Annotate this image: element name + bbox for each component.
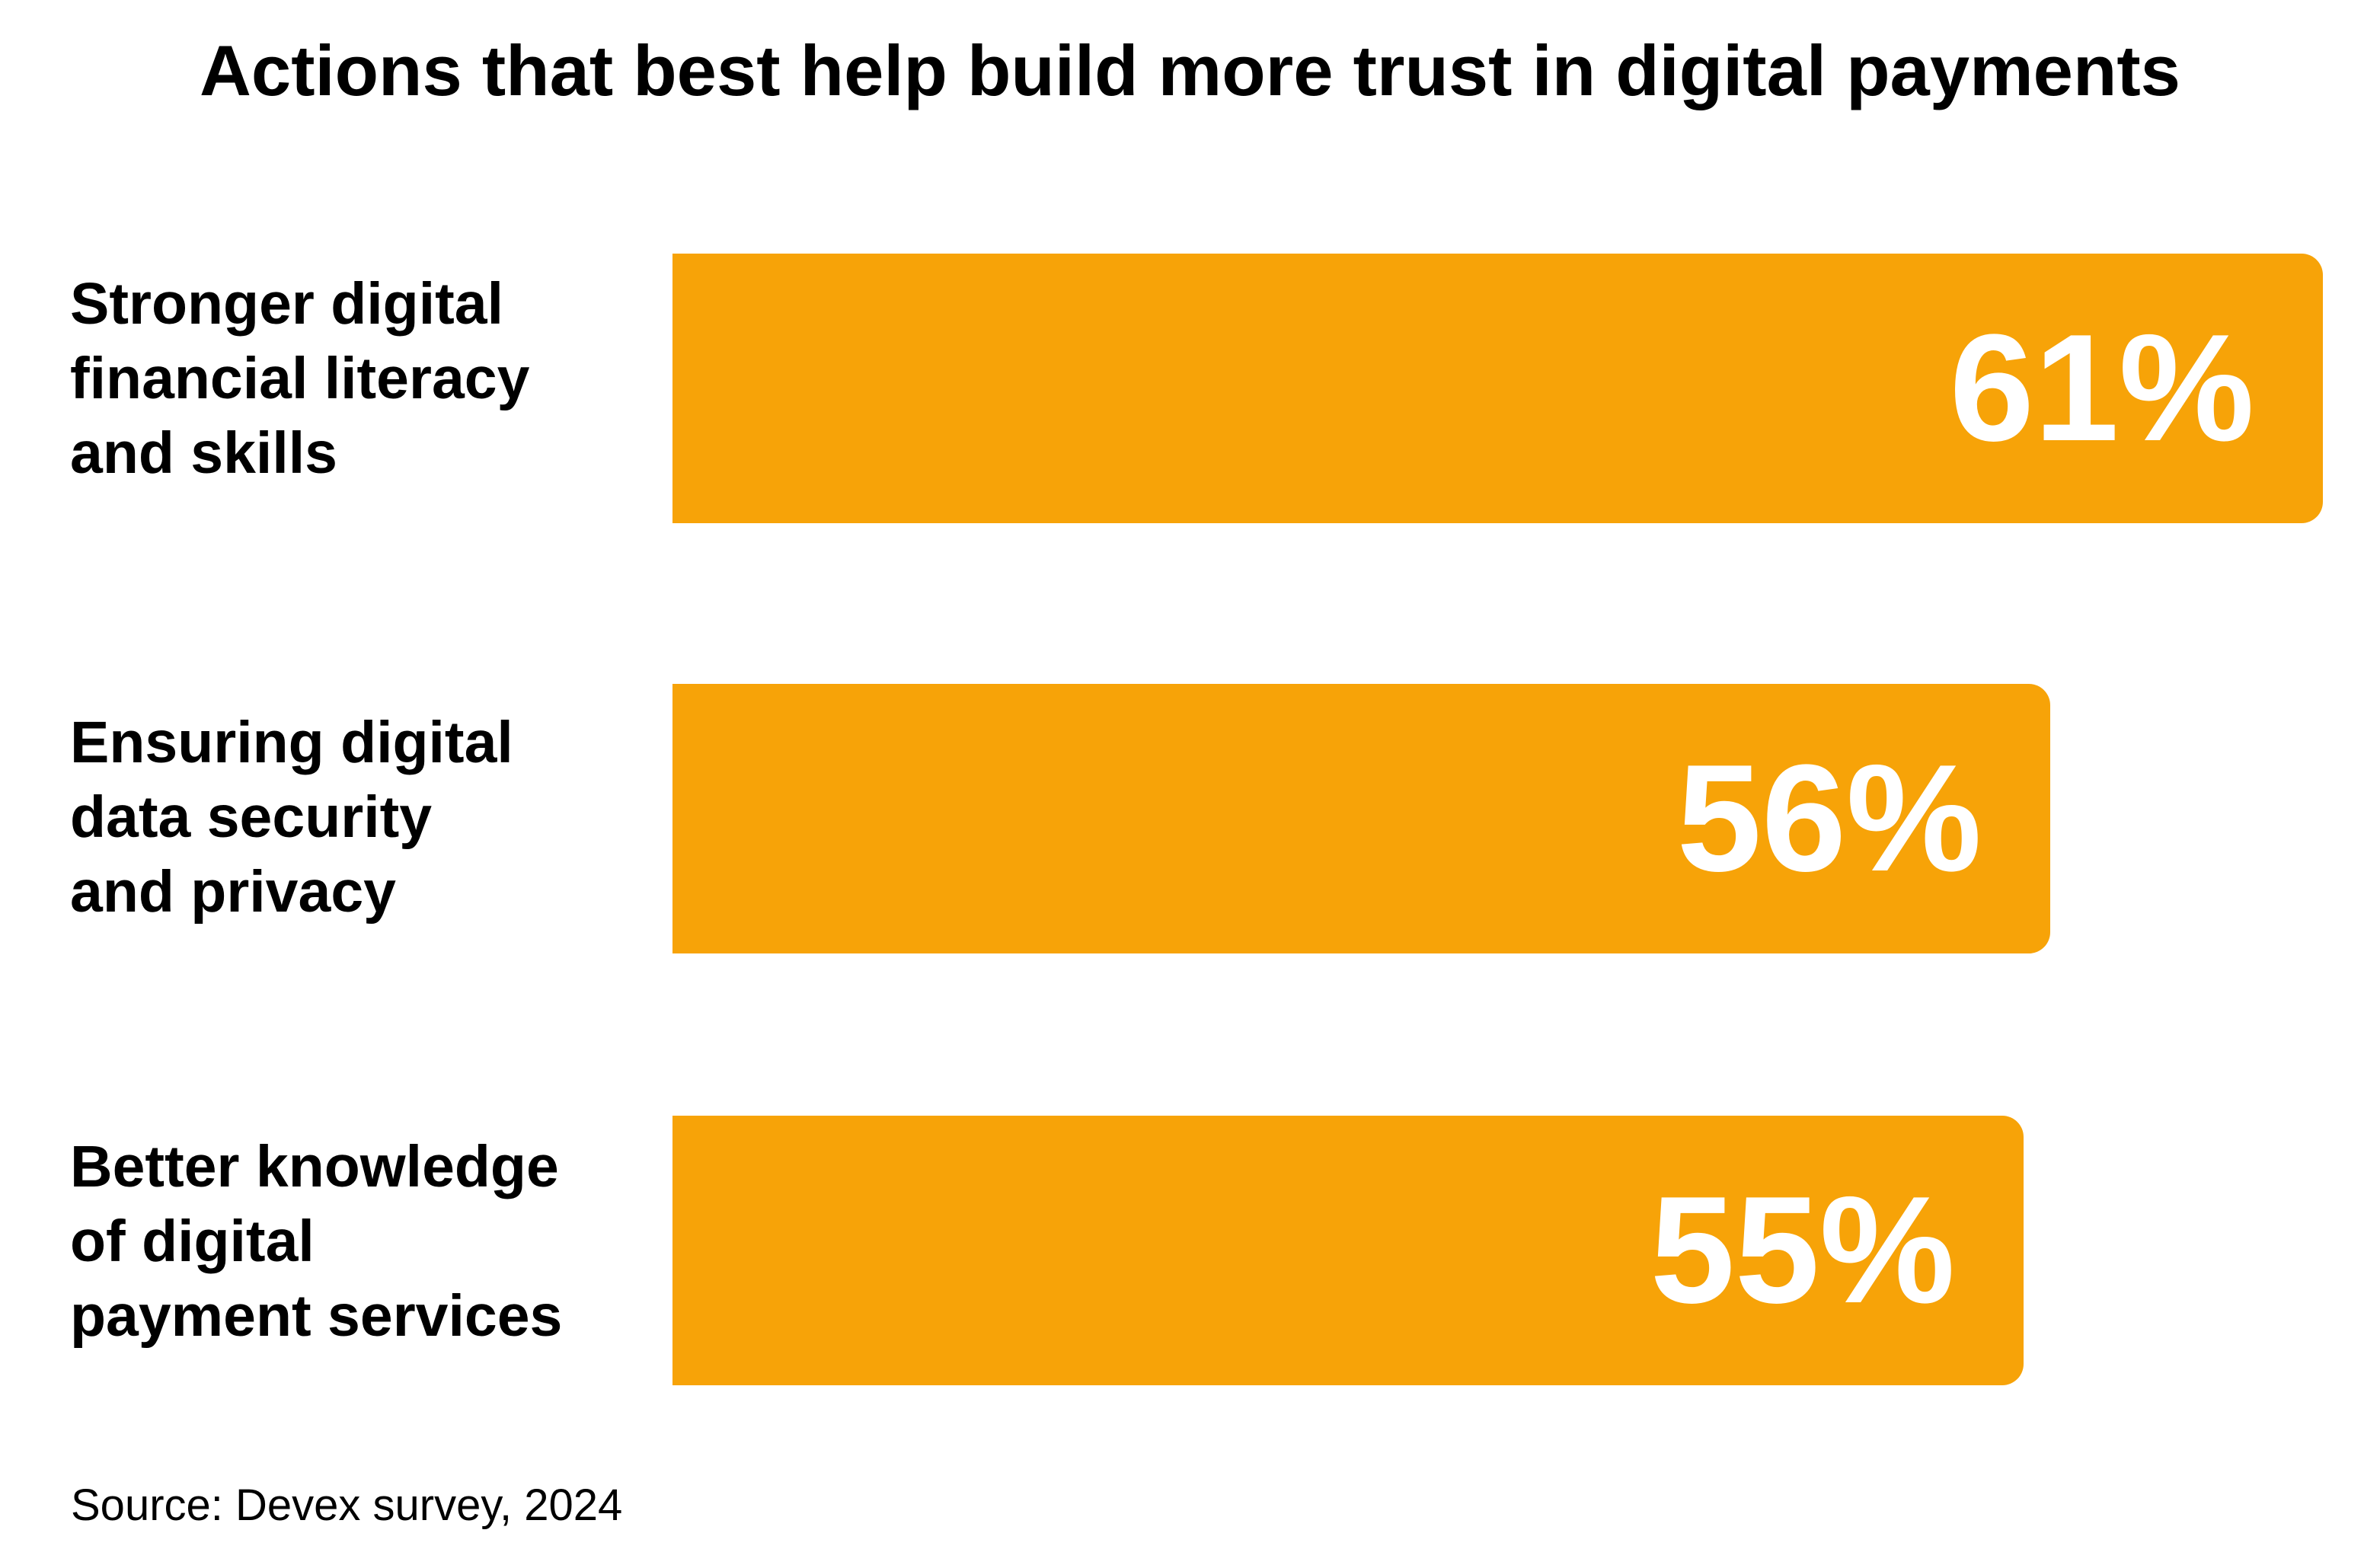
bar-value-label: 56% (1676, 733, 1982, 903)
category-label-line: Ensuring digital (70, 710, 513, 775)
category-label-line: and privacy (70, 859, 396, 925)
bar: 61% (672, 254, 2323, 523)
category-label-line: payment services (70, 1283, 563, 1349)
bar-value-label: 55% (1650, 1165, 1955, 1335)
source-note: Source: Devex survey, 2024 (71, 1480, 623, 1530)
category-label: Ensuring digital data security and priva… (70, 705, 649, 929)
category-label-line: of digital (70, 1209, 315, 1274)
category-label: Stronger digital financial literacy and … (70, 267, 649, 490)
bar: 55% (672, 1116, 2024, 1385)
bar: 56% (672, 684, 2050, 953)
category-label-line: data security (70, 784, 433, 850)
category-label-line: Better knowledge (70, 1134, 559, 1199)
chart-title: Actions that best help build more trust … (200, 30, 2180, 110)
category-label-line: and skills (70, 420, 337, 486)
category-label: Better knowledge of digital payment serv… (70, 1129, 649, 1353)
category-label-line: Stronger digital (70, 271, 503, 337)
bar-value-label: 61% (1949, 303, 2254, 473)
category-label-line: financial literacy (70, 346, 530, 411)
